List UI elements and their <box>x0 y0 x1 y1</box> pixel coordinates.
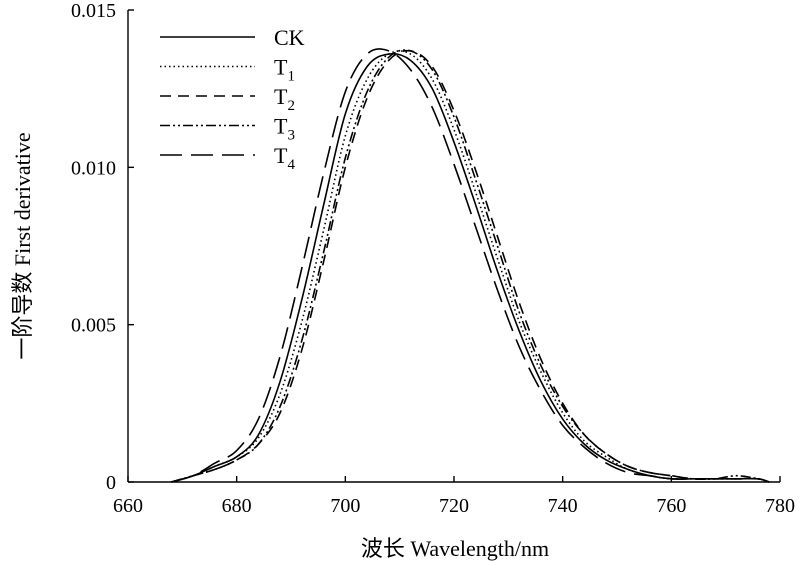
legend-label-t4: T4 <box>274 143 295 173</box>
x-axis-title: 波长 Wavelength/nm <box>361 536 549 561</box>
y-axis-title: 一阶导数 First derivative <box>10 132 35 359</box>
series-group <box>171 48 770 483</box>
y-tick-label: 0 <box>106 472 116 494</box>
x-tick-label: 760 <box>656 495 686 517</box>
x-tick-label: 780 <box>765 495 795 517</box>
legend-label-t2: T2 <box>274 84 295 114</box>
legend-label-t1: T1 <box>274 55 295 85</box>
series-line-ck <box>171 52 770 483</box>
x-tick-label: 680 <box>222 495 252 517</box>
series-line-t1 <box>171 50 770 483</box>
axes <box>127 10 780 483</box>
x-tick-label: 660 <box>113 495 143 517</box>
ticks: 660 680 700 720 740 760 780 0 0.005 0.010 0.015 <box>71 0 795 517</box>
series-line-t4 <box>171 48 770 483</box>
series-line-t2 <box>171 49 770 483</box>
x-tick-label: 740 <box>548 495 578 517</box>
x-tick-label: 720 <box>439 495 469 517</box>
y-tick-label: 0.010 <box>71 157 116 179</box>
y-tick-label: 0.005 <box>71 315 116 337</box>
y-tick-label: 0.015 <box>71 0 116 22</box>
legend-label-t3: T3 <box>274 114 295 144</box>
legend-label-ck: CK <box>274 25 305 50</box>
x-tick-label: 700 <box>330 495 360 517</box>
series-line-t3 <box>171 49 770 483</box>
